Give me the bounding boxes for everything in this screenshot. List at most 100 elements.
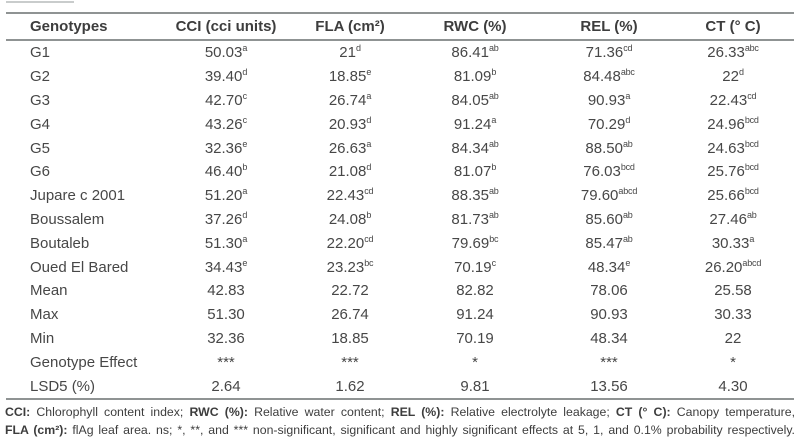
value-cell: 22.20cd: [296, 231, 404, 255]
value-cell: 82.82: [404, 279, 546, 303]
value-cell: 22d: [672, 65, 794, 89]
significance-superscript: b: [242, 162, 248, 173]
cell-value: 70.29: [587, 115, 626, 133]
genotype-label: Genotype Effect: [30, 353, 138, 371]
cell-value: 26.33: [707, 44, 745, 62]
cell-value: 90.93: [590, 306, 628, 324]
value-cell: 25.76bcd: [672, 160, 794, 184]
significance-superscript: a: [242, 186, 248, 197]
genotype-label: Oued El Bared: [30, 258, 129, 276]
cell-value: 26.74: [331, 306, 369, 324]
value-cell: 79.69bc: [404, 231, 546, 255]
footnote-text: Relative electrolyte leakage;: [444, 405, 616, 419]
significance-superscript: cd: [364, 233, 374, 244]
genotype-label: Max: [30, 306, 59, 324]
col-header-cci: CCI (cci units): [156, 13, 296, 41]
cell-value: 22.43: [326, 187, 365, 205]
table-row: LSD5 (%) 2.64 1.62 9.81 13.56 4.30: [6, 374, 794, 399]
cell-value: 27.46: [709, 210, 747, 228]
table-row: Min 32.36 18.85 70.19 48.34 22: [6, 327, 794, 351]
significance-superscript: e: [366, 67, 372, 78]
genotype-label: Boutaleb: [30, 234, 90, 252]
cell-value: 30.33: [711, 234, 750, 252]
value-cell: 24.96bcd: [672, 112, 794, 136]
cell-value: 26.20: [704, 258, 743, 276]
col-header-rel: REL (%): [546, 13, 672, 41]
value-cell: 79.60abcd: [546, 184, 672, 208]
value-cell: 32.36: [156, 327, 296, 351]
value-cell: 43.26c: [156, 112, 296, 136]
cell-value: 76.03: [583, 163, 621, 181]
significance-superscript: a: [242, 233, 248, 244]
table-body: G1 50.03a 21d 86.41ab 71.36cd 26.33abc G2 39.40…: [6, 40, 794, 399]
significance-superscript: bcd: [744, 138, 759, 149]
significance-superscript: bcd: [620, 162, 635, 173]
cell-value: 46.40: [204, 163, 243, 181]
value-cell: 51.20a: [156, 184, 296, 208]
value-cell: 85.47ab: [546, 231, 672, 255]
value-cell: 70.29d: [546, 112, 672, 136]
significance-superscript: bc: [364, 257, 374, 268]
footnote-term: CCI:: [5, 405, 31, 419]
value-cell: ***: [156, 350, 296, 374]
table-row: Boussalem 37.26d 24.08b 81.73ab 85.60ab 27.46…: [6, 208, 794, 232]
value-cell: 88.35ab: [404, 184, 546, 208]
footnote-term: FLA (cm²):: [5, 423, 68, 437]
cell-value: 88.35: [451, 187, 489, 205]
genotype-label: G1: [30, 44, 51, 62]
genotype-label: Mean: [30, 282, 68, 300]
cell-value: ***: [341, 353, 359, 371]
significance-superscript: e: [242, 138, 248, 149]
significance-superscript: d: [366, 114, 372, 125]
cell-value: 82.82: [456, 282, 494, 300]
cell-value: 43.26: [205, 115, 243, 133]
value-cell: 37.26d: [156, 208, 296, 232]
value-cell: 27.46ab: [672, 208, 794, 232]
significance-superscript: abc: [620, 67, 635, 78]
value-cell: 26.20abcd: [672, 255, 794, 279]
cell-value: 39.40: [204, 68, 243, 86]
value-cell: 88.50ab: [546, 136, 672, 160]
genotype-label: LSD5 (%): [30, 377, 96, 395]
significance-superscript: b: [366, 209, 372, 220]
footnote-text: Canopy temperature,: [670, 405, 795, 419]
footnote-term: REL (%):: [390, 405, 445, 419]
cell-value: 4.30: [718, 377, 748, 395]
significance-superscript: e: [625, 257, 631, 268]
cell-value: 21: [339, 44, 356, 62]
significance-superscript: ab: [488, 138, 499, 149]
genotype-label: Min: [30, 329, 55, 347]
value-cell: 51.30a: [156, 231, 296, 255]
value-cell: 48.34e: [546, 255, 672, 279]
significance-superscript: d: [738, 67, 744, 78]
footnote-text: Chlorophyll content index;: [30, 405, 190, 419]
value-cell: 78.06: [546, 279, 672, 303]
value-cell: 42.70c: [156, 89, 296, 113]
value-cell: 86.41ab: [404, 40, 546, 65]
significance-superscript: abcd: [618, 186, 638, 197]
cell-value: 78.06: [590, 282, 628, 300]
value-cell: 46.40b: [156, 160, 296, 184]
cell-value: 23.23: [326, 258, 365, 276]
value-cell: 22.72: [296, 279, 404, 303]
table-row: Mean 42.83 22.72 82.82 78.06 25.58: [6, 279, 794, 303]
value-cell: 22: [672, 327, 794, 351]
table-row: Genotype Effect *** *** * *** *: [6, 350, 794, 374]
significance-superscript: bc: [489, 233, 499, 244]
cell-value: 32.36: [207, 329, 245, 347]
value-cell: 25.58: [672, 279, 794, 303]
genotype-label: G3: [30, 91, 51, 109]
value-cell: 22.43cd: [296, 184, 404, 208]
significance-superscript: ab: [622, 209, 633, 220]
value-cell: 30.33: [672, 303, 794, 327]
cell-value: 90.93: [587, 91, 626, 109]
col-header-rwc: RWC (%): [404, 13, 546, 41]
cell-value: 81.73: [451, 210, 489, 228]
footnote: CCI: Chlorophyll content index; RWC (%):…: [5, 403, 795, 439]
value-cell: 2.64: [156, 374, 296, 399]
significance-superscript: b: [491, 162, 497, 173]
col-header-fla: FLA (cm²): [296, 13, 404, 41]
significance-superscript: cd: [364, 186, 374, 197]
cell-value: 24.63: [707, 139, 745, 157]
